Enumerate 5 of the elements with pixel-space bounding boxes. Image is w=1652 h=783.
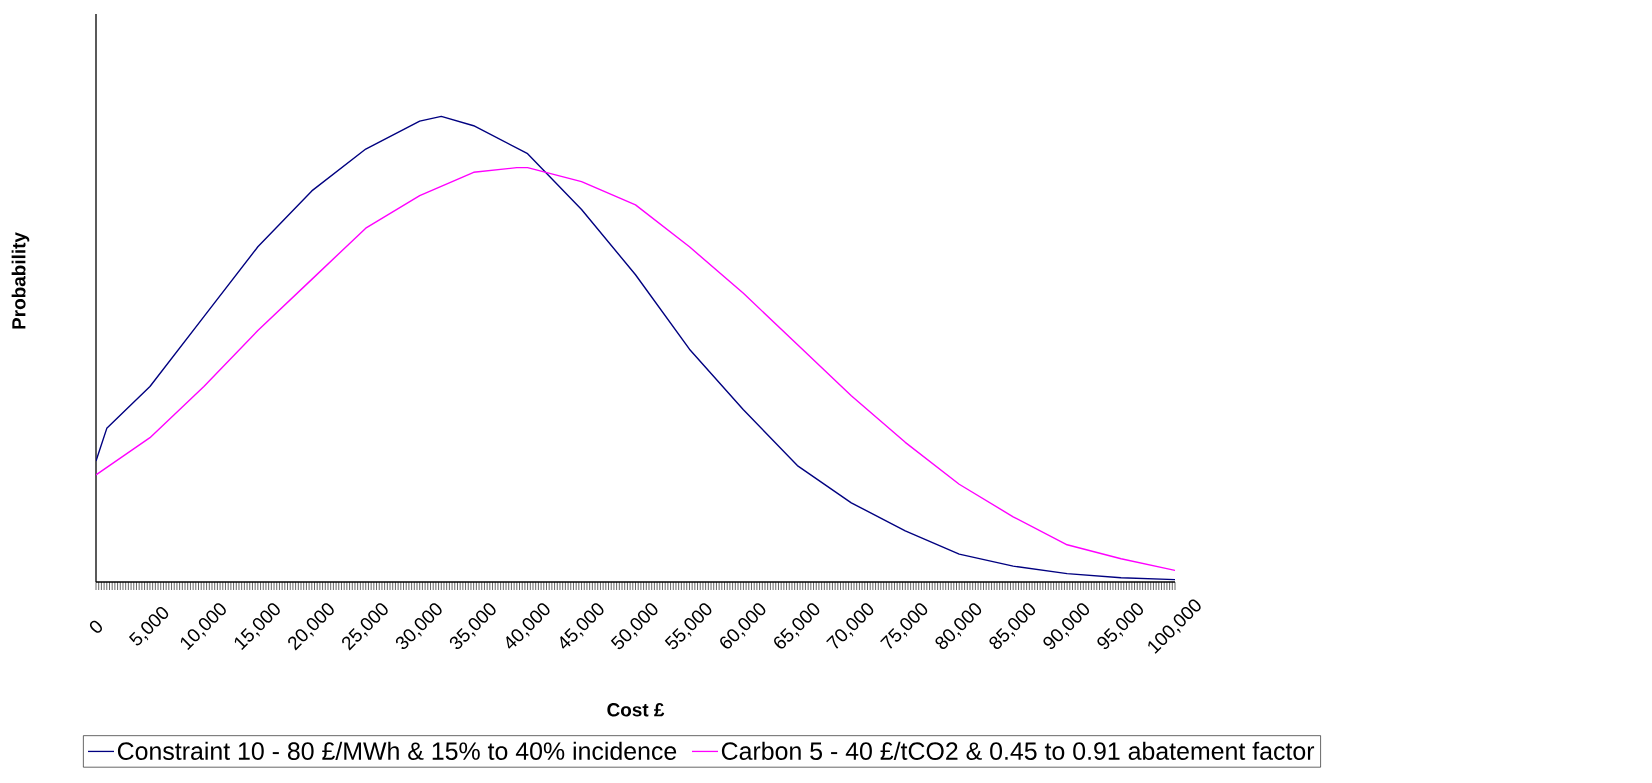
y-axis-title: Probability [11, 232, 30, 329]
x-axis-title: Cost £ [607, 703, 665, 717]
legend-label: Carbon 5 - 40 £/tCO2 & 0.45 to 0.91 abatement factor [721, 741, 1315, 760]
x-tick-label: 0 [89, 620, 102, 633]
legend-label: Constraint 10 - 80 £/MWh & 15% to 40% incidence [117, 741, 677, 760]
